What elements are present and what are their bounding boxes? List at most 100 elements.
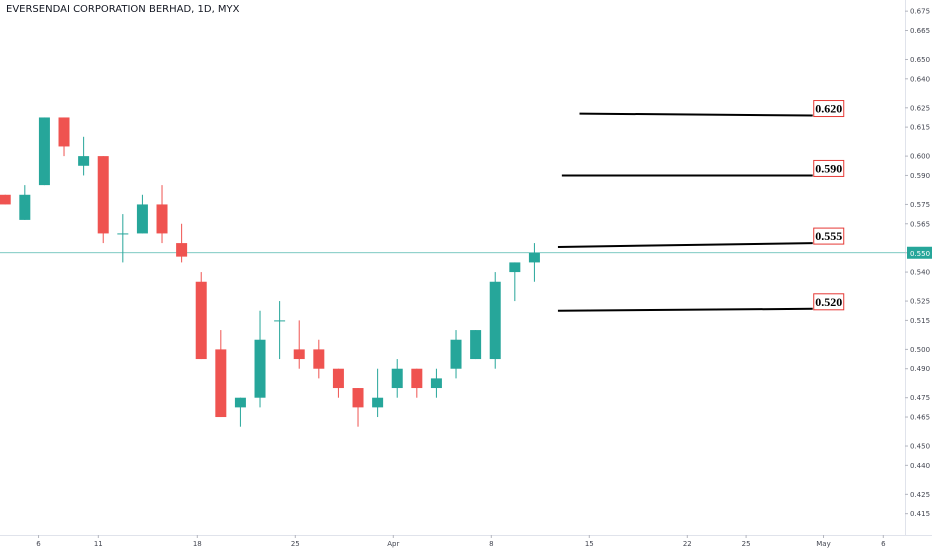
level-label-box: [813, 100, 845, 118]
candle-body: [332, 368, 344, 389]
candle: [215, 330, 227, 418]
current-price-badge: 0.550: [907, 246, 932, 259]
price-badge-label: 0.550: [910, 250, 930, 258]
candle: [78, 136, 90, 176]
candle-body: [274, 320, 286, 322]
candle-body: [391, 368, 403, 389]
candle-body: [528, 252, 540, 263]
y-tick-label: 0.425: [910, 491, 930, 499]
y-tick-label: 0.440: [910, 462, 930, 470]
x-tick-label: May: [816, 540, 830, 548]
y-tick-label: 0.600: [910, 153, 930, 161]
candle: [254, 310, 266, 408]
price-badge-box: [907, 246, 932, 259]
candle-body: [156, 204, 168, 234]
level-line: [579, 112, 813, 117]
candle-body: [352, 388, 364, 408]
y-tick-label: 0.675: [910, 8, 930, 16]
level-line: [557, 307, 813, 312]
y-tick-label: 0.475: [910, 394, 930, 402]
candle: [489, 272, 501, 369]
candle-body: [411, 368, 423, 389]
candle: [19, 185, 31, 220]
x-tick-label: 25: [742, 540, 751, 548]
price-axis[interactable]: 0.415 0.425 0.440 0.450 0.465 0.475 0.490 0.500…: [905, 8, 930, 519]
candle-body: [372, 397, 384, 408]
candle-body: [195, 281, 207, 360]
level-label-box: [813, 227, 845, 245]
candle: [156, 185, 168, 244]
candle-body: [136, 204, 148, 234]
candle: [528, 243, 540, 282]
y-tick-label: 0.450: [910, 443, 930, 451]
candle: [509, 262, 521, 302]
candle: [0, 194, 11, 205]
x-tick-label: 11: [94, 540, 103, 548]
time-axis[interactable]: 6 11 18 25 Apr 8 15 22 25 May 6: [36, 535, 886, 548]
y-tick-label: 0.515: [910, 317, 930, 325]
candle-body: [293, 349, 305, 360]
y-tick-label: 0.415: [910, 510, 930, 518]
candle: [234, 397, 246, 427]
y-tick-label: 0.625: [910, 104, 930, 112]
candle-body: [509, 262, 521, 273]
candle-body: [470, 330, 482, 360]
level-label: 0.620: [815, 102, 842, 116]
price-level: 0.590: [561, 159, 845, 177]
candle: [293, 320, 305, 369]
y-tick-label: 0.665: [910, 27, 930, 35]
candle: [470, 330, 482, 360]
level-label: 0.520: [815, 295, 842, 309]
x-tick-label: 8: [489, 540, 493, 548]
candle: [450, 330, 462, 379]
level-label: 0.555: [815, 229, 842, 243]
x-tick-label: 15: [585, 540, 594, 548]
candle: [195, 272, 207, 360]
candle-body: [97, 156, 109, 234]
x-tick-label: 6: [36, 540, 41, 548]
candle: [430, 368, 442, 398]
level-line: [557, 242, 813, 248]
candle: [411, 368, 423, 398]
x-tick-label: 18: [193, 540, 202, 548]
y-tick-label: 0.525: [910, 298, 930, 306]
y-tick-label: 0.650: [910, 56, 930, 64]
x-tick-label: 25: [291, 540, 300, 548]
candle-body: [234, 397, 246, 408]
candle-body: [78, 156, 90, 166]
candle-body: [176, 243, 188, 257]
y-tick-label: 0.590: [910, 172, 930, 180]
candle: [38, 117, 50, 186]
candle: [136, 194, 148, 234]
candle: [274, 301, 286, 360]
candle: [372, 368, 384, 418]
price-level: 0.620: [579, 100, 845, 118]
y-tick-label: 0.640: [910, 75, 930, 83]
candle-body: [38, 117, 50, 186]
level-label: 0.590: [815, 161, 842, 175]
candle-body: [254, 339, 266, 398]
y-tick-label: 0.465: [910, 414, 930, 422]
candle: [332, 368, 344, 398]
candle-body: [58, 117, 70, 147]
candle-body: [450, 339, 462, 369]
candle: [117, 214, 129, 263]
candle-body: [117, 233, 129, 235]
candles: [0, 117, 540, 427]
level-label-box: [813, 293, 845, 311]
y-tick-label: 0.490: [910, 365, 930, 373]
y-tick-label: 0.540: [910, 269, 930, 277]
x-tick-label: 22: [683, 540, 692, 548]
candle: [391, 359, 403, 398]
candle: [352, 388, 364, 427]
price-level: 0.520: [557, 293, 845, 312]
x-tick-label: 6: [881, 540, 886, 548]
y-tick-label: 0.500: [910, 346, 930, 354]
price-level: 0.555: [557, 227, 845, 248]
candle-body: [313, 349, 325, 369]
candle: [176, 223, 188, 263]
candle: [97, 156, 109, 244]
candle: [58, 117, 70, 157]
price-levels[interactable]: 0.620 0.590 0.555 0.520: [557, 100, 845, 312]
